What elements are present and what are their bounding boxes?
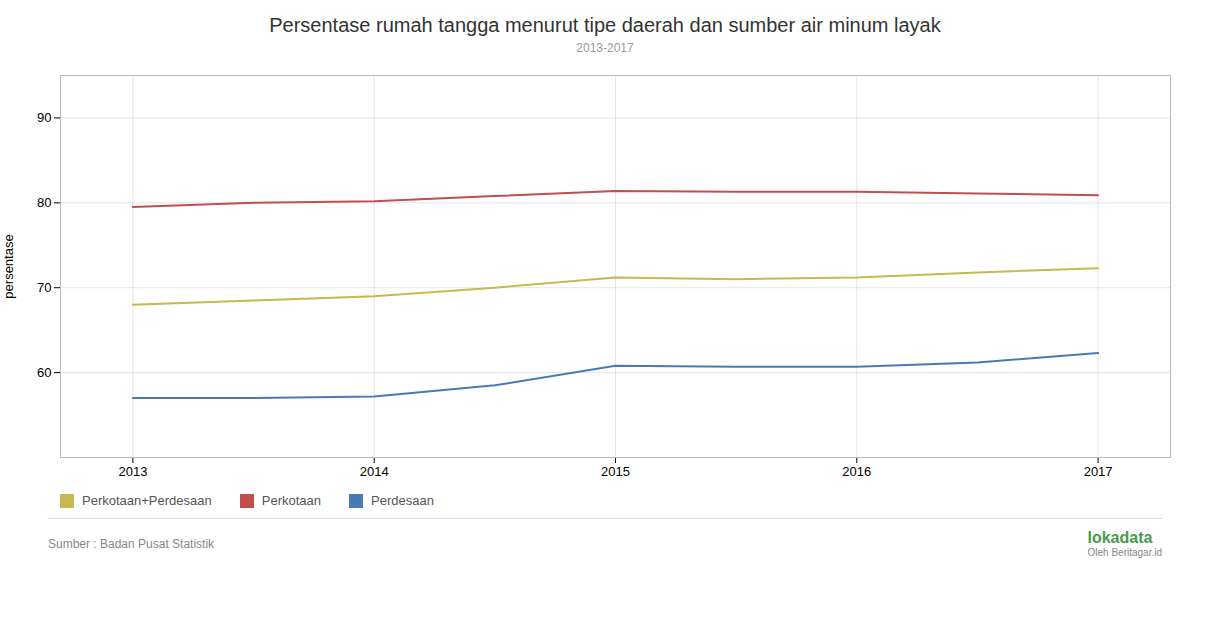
svg-text:90: 90 xyxy=(37,110,51,125)
html-text:Oleh Beritagar.id: Oleh Beritagar.id xyxy=(1087,547,1162,558)
html-text:Perkotaan+Perdesaan: Perkotaan+Perdesaan xyxy=(82,493,212,508)
html-text:2013-2017: 2013-2017 xyxy=(576,41,634,55)
html-text:Persentase rumah tangga menuru: Persentase rumah tangga menurut tipe dae… xyxy=(269,14,941,36)
svg-text:60: 60 xyxy=(37,365,51,380)
svg-text:2013: 2013 xyxy=(118,464,147,479)
svg-text:persentase: persentase xyxy=(1,234,16,298)
svg-text:2014: 2014 xyxy=(360,464,389,479)
svg-text:80: 80 xyxy=(37,195,51,210)
html-text:Sumber : Badan Pusat Statistik: Sumber : Badan Pusat Statistik xyxy=(48,536,215,551)
html-text:Perdesaan: Perdesaan xyxy=(371,493,434,508)
svg-text:70: 70 xyxy=(37,280,51,295)
html-text:Perkotaan: Perkotaan xyxy=(261,493,321,508)
svg-text:2016: 2016 xyxy=(842,464,871,479)
svg-text:2017: 2017 xyxy=(1084,464,1113,479)
html-text:lokadata: lokadata xyxy=(1087,529,1153,546)
svg-text:2015: 2015 xyxy=(601,464,630,479)
